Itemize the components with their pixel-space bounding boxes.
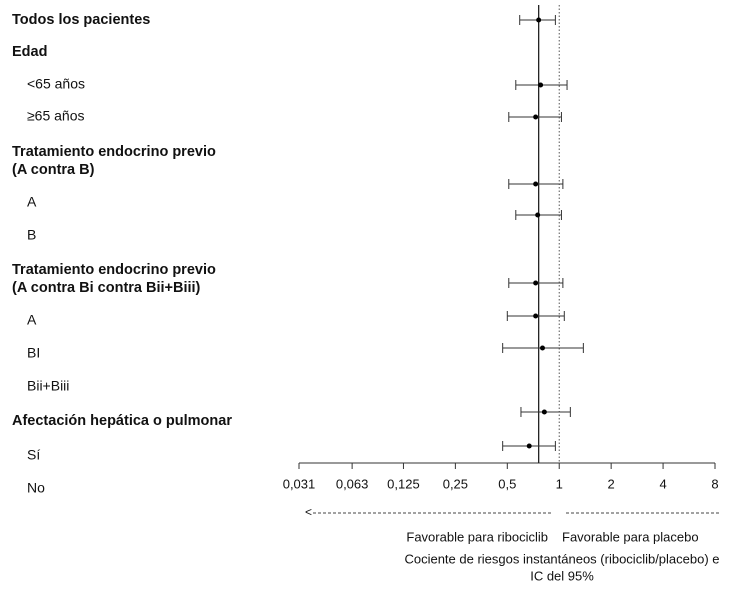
- row-label: BI: [27, 345, 40, 361]
- row-header: (A contra Bi contra Bii+Biii): [12, 280, 201, 296]
- row-label: A: [27, 312, 37, 328]
- x-tick-label: 8: [711, 476, 718, 491]
- x-axis-label: IC del 95%: [530, 568, 594, 583]
- point-estimate: [541, 409, 547, 415]
- point-estimate: [536, 17, 542, 23]
- row-label: Sí: [27, 447, 40, 463]
- x-tick-label: 0,031: [283, 476, 316, 491]
- favor-left: Favorable para ribociclib: [406, 529, 548, 544]
- x-tick-label: 1: [556, 476, 563, 491]
- point-estimate: [540, 345, 546, 351]
- x-axis-label: Cociente de riesgos instantáneos (riboci…: [404, 551, 719, 566]
- x-tick-label: 2: [608, 476, 615, 491]
- x-tick-label: 0,5: [498, 476, 516, 491]
- row-header: Tratamiento endocrino previo: [12, 262, 216, 278]
- x-tick-label: 0,125: [387, 476, 420, 491]
- row-label: A: [27, 194, 37, 210]
- arrow-head: <: [305, 505, 312, 519]
- x-tick-label: 0,063: [336, 476, 369, 491]
- point-estimate: [533, 313, 539, 319]
- point-estimate: [533, 280, 539, 286]
- row-header: Tratamiento endocrino previo: [12, 144, 216, 160]
- point-estimate: [533, 114, 539, 120]
- point-estimate: [538, 82, 544, 88]
- row-label: No: [27, 480, 45, 496]
- x-tick-label: 0,25: [443, 476, 468, 491]
- row-label: <65 años: [27, 76, 85, 92]
- row-label: B: [27, 227, 36, 243]
- row-header: Afectación hepática o pulmonar: [12, 413, 232, 429]
- point-estimate: [535, 212, 541, 218]
- point-estimate: [526, 443, 532, 449]
- row-label: ≥65 años: [27, 108, 85, 124]
- row-label: Bii+Biii: [27, 378, 69, 394]
- x-tick-label: 4: [659, 476, 666, 491]
- row-header: (A contra B): [12, 162, 95, 178]
- row-header: Todos los pacientes: [12, 12, 150, 28]
- row-header: Edad: [12, 44, 47, 60]
- point-estimate: [533, 181, 539, 187]
- favor-right: Favorable para placebo: [562, 529, 699, 544]
